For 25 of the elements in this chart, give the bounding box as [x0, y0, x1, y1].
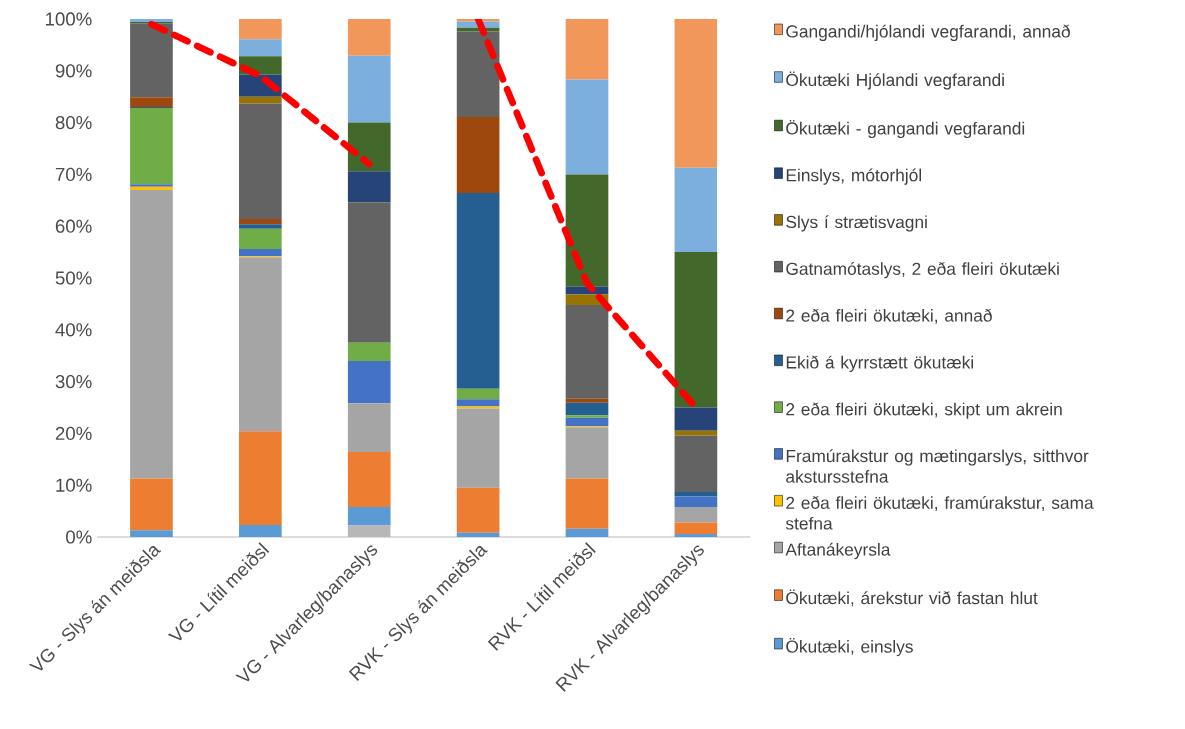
legend-label: Ökutæki - gangandi vegfarandi: [786, 119, 1025, 139]
y-tick-label: 40%: [55, 323, 92, 337]
y-tick-label: 80%: [55, 115, 92, 130]
legend-label: Ekið á kyrrstætt ökutæki: [786, 355, 973, 372]
y-tick-label: 10%: [56, 478, 92, 492]
legend-label: Ökutæki, árekstur við fastan hlut: [786, 589, 1038, 607]
y-tick-label: 70%: [55, 167, 92, 182]
y-tick-label: 60%: [55, 219, 92, 233]
y-tick-label: 50%: [55, 271, 92, 285]
legend-label: Gangandi/hjólandi vegfarandi, annað: [786, 24, 1070, 42]
y-tick-label: 0%: [66, 530, 92, 544]
legend-label: Ökutæki, einslys: [786, 638, 913, 657]
y-tick-label: 100%: [45, 12, 92, 26]
legend-label: Slys í strætisvagni: [786, 215, 927, 232]
y-tick-label: 30%: [55, 374, 92, 389]
legend-label: Framúrakstur og mætingarslys, sitthvor akstursstefna: [786, 449, 1089, 483]
legend-label: 2 eða fleiri ökutæki, framúrakstur, sama stefna: [785, 495, 1094, 530]
y-tick-label: 20%: [55, 426, 92, 441]
legend-label: 2 eða fleiri ökutæki, skipt um akrein: [786, 402, 1062, 419]
legend-label: Ökutæki Hjólandi vegfarandi: [786, 71, 1004, 90]
legend-label: 2 eða fleiri ökutæki, annað: [786, 308, 992, 324]
legend-label: Gatnamótaslys, 2 eða fleiri ökutæki: [786, 261, 1059, 279]
legend-label: Aftanákeyrsla: [785, 542, 891, 560]
legend-label: Einslys, mótorhjól: [786, 168, 922, 185]
y-tick-label: 90%: [55, 64, 92, 78]
